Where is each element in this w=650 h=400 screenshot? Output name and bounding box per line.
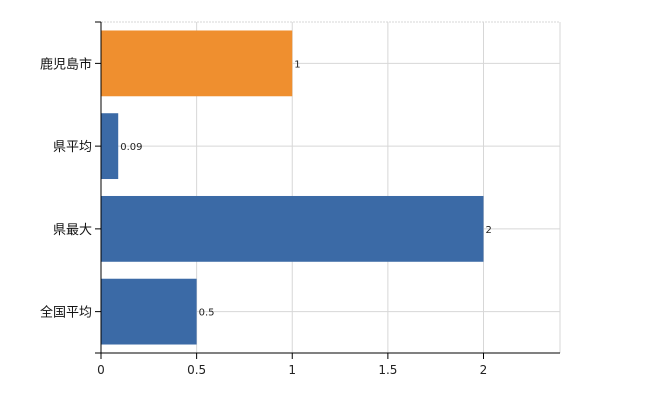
y-category-label: 全国平均	[40, 305, 92, 321]
data-labels-layer: 1 0.09 2 0.5	[120, 59, 492, 318]
y-category-label: 県平均	[53, 140, 92, 155]
y-category-label: 鹿児島市	[40, 56, 92, 72]
y-category-label: 県最大	[53, 223, 92, 238]
bar-data-label: 2	[486, 225, 492, 236]
bar-data-label: 0.5	[199, 308, 215, 319]
x-tick-label: 0.5	[187, 363, 206, 377]
bar-data-label: 0.09	[120, 142, 142, 153]
bars-layer	[101, 30, 484, 345]
bar	[101, 195, 484, 262]
bar	[101, 30, 293, 97]
bar	[101, 113, 119, 180]
bar	[101, 278, 197, 345]
x-tick-label: 0	[97, 363, 105, 377]
x-tick-label: 1.5	[378, 363, 397, 377]
x-tick-label: 2	[480, 363, 488, 377]
bar-data-label: 1	[294, 59, 300, 70]
x-tick-label: 1	[288, 363, 296, 377]
